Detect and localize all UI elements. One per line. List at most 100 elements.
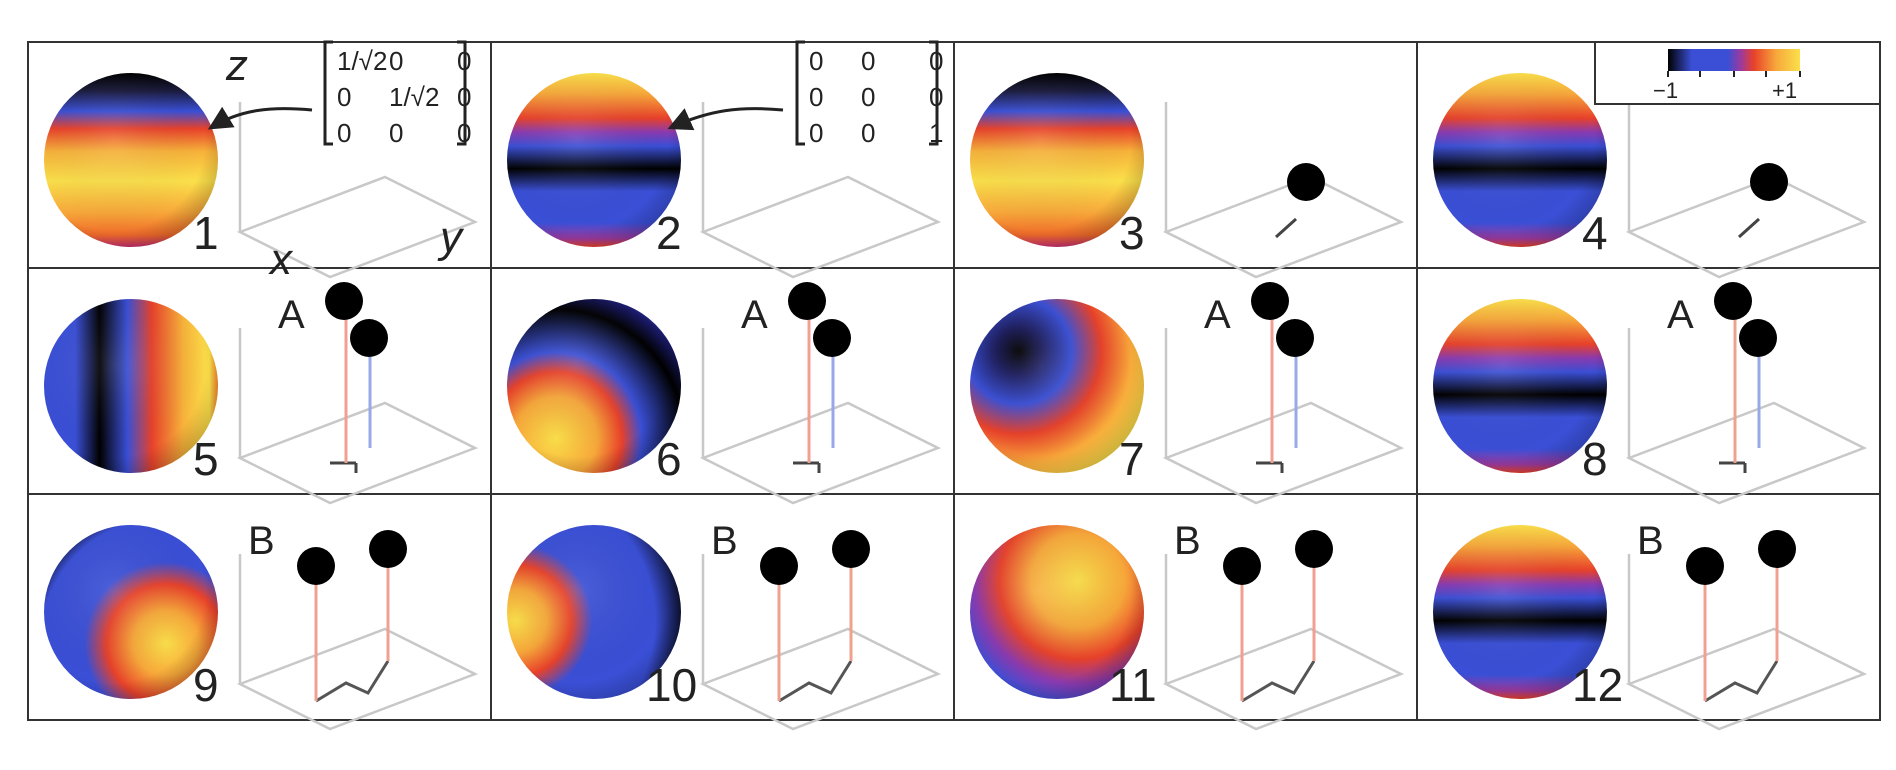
floor-plane	[1162, 627, 1405, 731]
sphere-shading	[507, 525, 681, 699]
matrix-bracket-right	[929, 40, 939, 146]
matrix-entry: 0	[929, 82, 943, 112]
sphere-shading	[507, 73, 681, 247]
sphere-shading	[1433, 299, 1607, 473]
panel-number: 1	[193, 207, 219, 259]
matrix-entry: 0	[809, 82, 823, 112]
floor-plane	[1162, 175, 1405, 279]
floor-plane	[1625, 627, 1868, 731]
matrix-entry: 0	[389, 118, 403, 148]
matrix-entry: 0	[809, 118, 823, 148]
panel-number: 4	[1582, 207, 1608, 259]
atom-marker	[760, 547, 798, 585]
matrix-entry: 0	[861, 82, 875, 112]
panel-12: B 12	[1433, 519, 1868, 731]
colorbar-min-label: −1	[1653, 78, 1678, 103]
matrix-entry: 1/√2	[389, 82, 439, 112]
atom-marker	[813, 319, 851, 357]
matrix-entry: 1/√2	[337, 46, 387, 76]
arrow-matrix-1	[207, 106, 313, 130]
matrix-panel-1: 1/√2 0 00 1/√2 00 0 0	[323, 40, 471, 148]
sphere-shading	[507, 299, 681, 473]
matrix-entry: 1	[929, 118, 943, 148]
atom-marker	[1276, 319, 1314, 357]
atom-marker	[788, 282, 826, 320]
matrix-panel-2: 0 0 0 0 0 0 0 0 1	[795, 40, 943, 148]
panel-number: 3	[1119, 207, 1145, 259]
panel-number: 8	[1582, 433, 1608, 485]
panel-10: B 10	[507, 519, 942, 731]
atom-marker	[1758, 530, 1796, 568]
atom-marker	[1295, 530, 1333, 568]
atom-marker	[1750, 163, 1788, 201]
floor-plane	[699, 627, 942, 731]
atom-marker	[369, 530, 407, 568]
floor-plane	[1162, 401, 1405, 505]
matrix-entry: 0	[457, 46, 471, 76]
panel-tag-label: A	[1204, 293, 1231, 337]
matrix-entry: 0	[337, 118, 351, 148]
panel-number: 6	[656, 433, 682, 485]
matrix-entry: 0	[337, 82, 351, 112]
atom-marker	[1251, 282, 1289, 320]
panel-4: 4	[1433, 73, 1868, 279]
overlay-layer: zx y1/√2 0 00 1/√2 00 0 00 0 00 0 00 0 1−1 +1	[207, 40, 1881, 284]
axis-label-y: y	[437, 213, 465, 262]
panel-tag-label: B	[711, 519, 738, 563]
sphere-shading	[1433, 525, 1607, 699]
floor-plane	[699, 175, 942, 279]
panel-tag-label: A	[1667, 293, 1694, 337]
panel-1: 1	[44, 73, 479, 279]
panel-number: 9	[193, 659, 219, 711]
base-path	[1241, 660, 1316, 703]
atom-stick	[1737, 217, 1761, 239]
colorbar-max-label: +1	[1772, 78, 1797, 103]
base-path	[315, 660, 390, 703]
matrix-entry: 0	[389, 46, 403, 76]
atom-marker	[1686, 547, 1724, 585]
floor-plane	[236, 401, 479, 505]
floor-plane	[1625, 175, 1868, 279]
panel-tag-label: B	[248, 519, 275, 563]
matrix-entry: 0	[809, 46, 823, 76]
panel-tag-label: B	[1174, 519, 1201, 563]
matrix-entry: 0	[929, 46, 943, 76]
panel-number: 10	[646, 659, 697, 711]
axis-label-z: z	[225, 41, 248, 90]
panel-number: 7	[1119, 433, 1145, 485]
floor-plane	[1625, 401, 1868, 505]
sphere-shading	[970, 73, 1144, 247]
arrow-matrix-2	[667, 107, 784, 131]
floor-plane	[236, 627, 479, 731]
panel-number: 11	[1109, 659, 1157, 711]
sphere-shading	[970, 525, 1144, 699]
colorbar: −1 +1	[1594, 41, 1881, 105]
sphere-shading	[970, 299, 1144, 473]
matrix-bracket-left	[795, 40, 805, 146]
panel-3: 3	[970, 73, 1405, 279]
panel-8: A8	[1433, 282, 1868, 505]
matrix-bracket-left	[323, 40, 333, 146]
floor-plane	[236, 175, 479, 279]
atom-marker	[1223, 547, 1261, 585]
panel-7: A7	[970, 282, 1405, 505]
panel-tag-label: A	[741, 293, 768, 337]
sphere-shading	[44, 73, 218, 247]
panel-6: A6	[507, 282, 942, 505]
matrix-entry: 0	[861, 46, 875, 76]
matrix-entry: 0	[861, 118, 875, 148]
atom-marker	[297, 547, 335, 585]
sphere-shading	[1433, 73, 1607, 247]
atom-stick	[1274, 217, 1298, 239]
panel-number: 12	[1572, 659, 1623, 711]
colorbar-gradient	[1668, 49, 1800, 71]
panel-tag-label: A	[278, 293, 305, 337]
atom-marker	[1287, 163, 1325, 201]
panel-number: 5	[193, 433, 219, 485]
sphere-shading	[44, 299, 218, 473]
panel-tag-label: B	[1637, 519, 1664, 563]
panel-5: A5	[44, 282, 479, 505]
panel-2: 2	[507, 73, 942, 279]
